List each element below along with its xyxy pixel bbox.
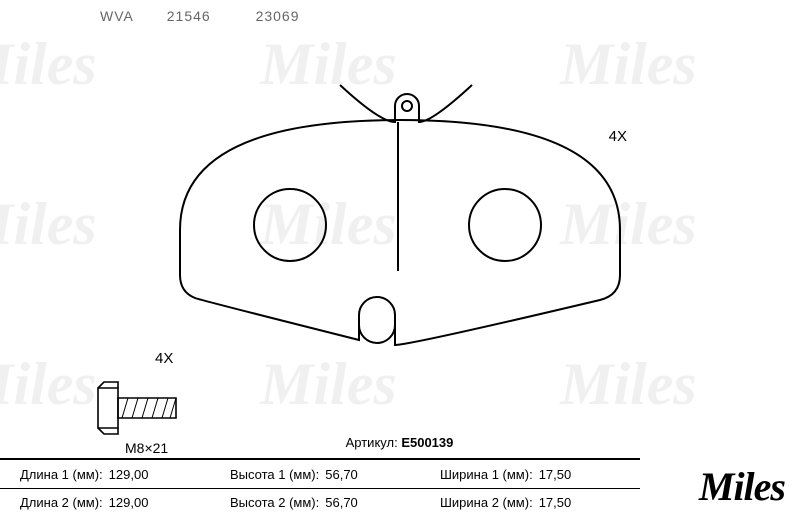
wva-code-1: 21546 [167,8,211,24]
article-label: Артикул: [346,435,398,450]
dim-height-1: Высота 1 (мм): 56,70 [210,467,420,482]
pad-quantity-label: 4X [609,128,627,145]
dimensions-table: Длина 1 (мм): 129,00 Высота 1 (мм): 56,7… [0,458,640,516]
dim-width-1: Ширина 1 (мм): 17,50 [420,467,630,482]
article-line: Артикул: E500139 [0,435,799,450]
dim-width-2: Ширина 2 (мм): 17,50 [420,495,630,510]
bolt-thread-5 [162,398,168,418]
bolt-thread-1 [122,398,128,418]
bolt-thread-3 [142,398,148,418]
pad-clip-hole [402,101,412,111]
bolt-thread-6 [170,398,176,418]
pad-right-circle [469,189,541,261]
drawing-svg [0,40,799,460]
table-row: Длина 2 (мм): 129,00 Высота 2 (мм): 56,7… [0,488,640,516]
pad-clip [340,85,472,122]
wva-row: WVA 21546 23069 [100,8,300,24]
bolt-thread-2 [132,398,138,418]
dim-length-2: Длина 2 (мм): 129,00 [0,495,210,510]
bolt-head [98,388,118,428]
bolt-thread-4 [152,398,158,418]
bolt-quantity-label: 4X [155,350,173,367]
pad-left-circle [254,189,326,261]
wva-label: WVA [100,8,134,24]
dim-height-2: Высота 2 (мм): 56,70 [210,495,420,510]
bolt-head-bevel-top [98,382,118,388]
pad-bottom-arc [359,325,395,343]
table-row: Длина 1 (мм): 129,00 Высота 1 (мм): 56,7… [0,460,640,488]
article-value: E500139 [401,435,453,450]
brand-logo: Miles [699,463,785,510]
wva-code-2: 23069 [256,8,300,24]
technical-drawing: 4X 4X M8×21 [0,40,799,420]
pad-outline [180,120,620,345]
dim-length-1: Длина 1 (мм): 129,00 [0,467,210,482]
bolt-head-bevel-bot [98,428,118,434]
